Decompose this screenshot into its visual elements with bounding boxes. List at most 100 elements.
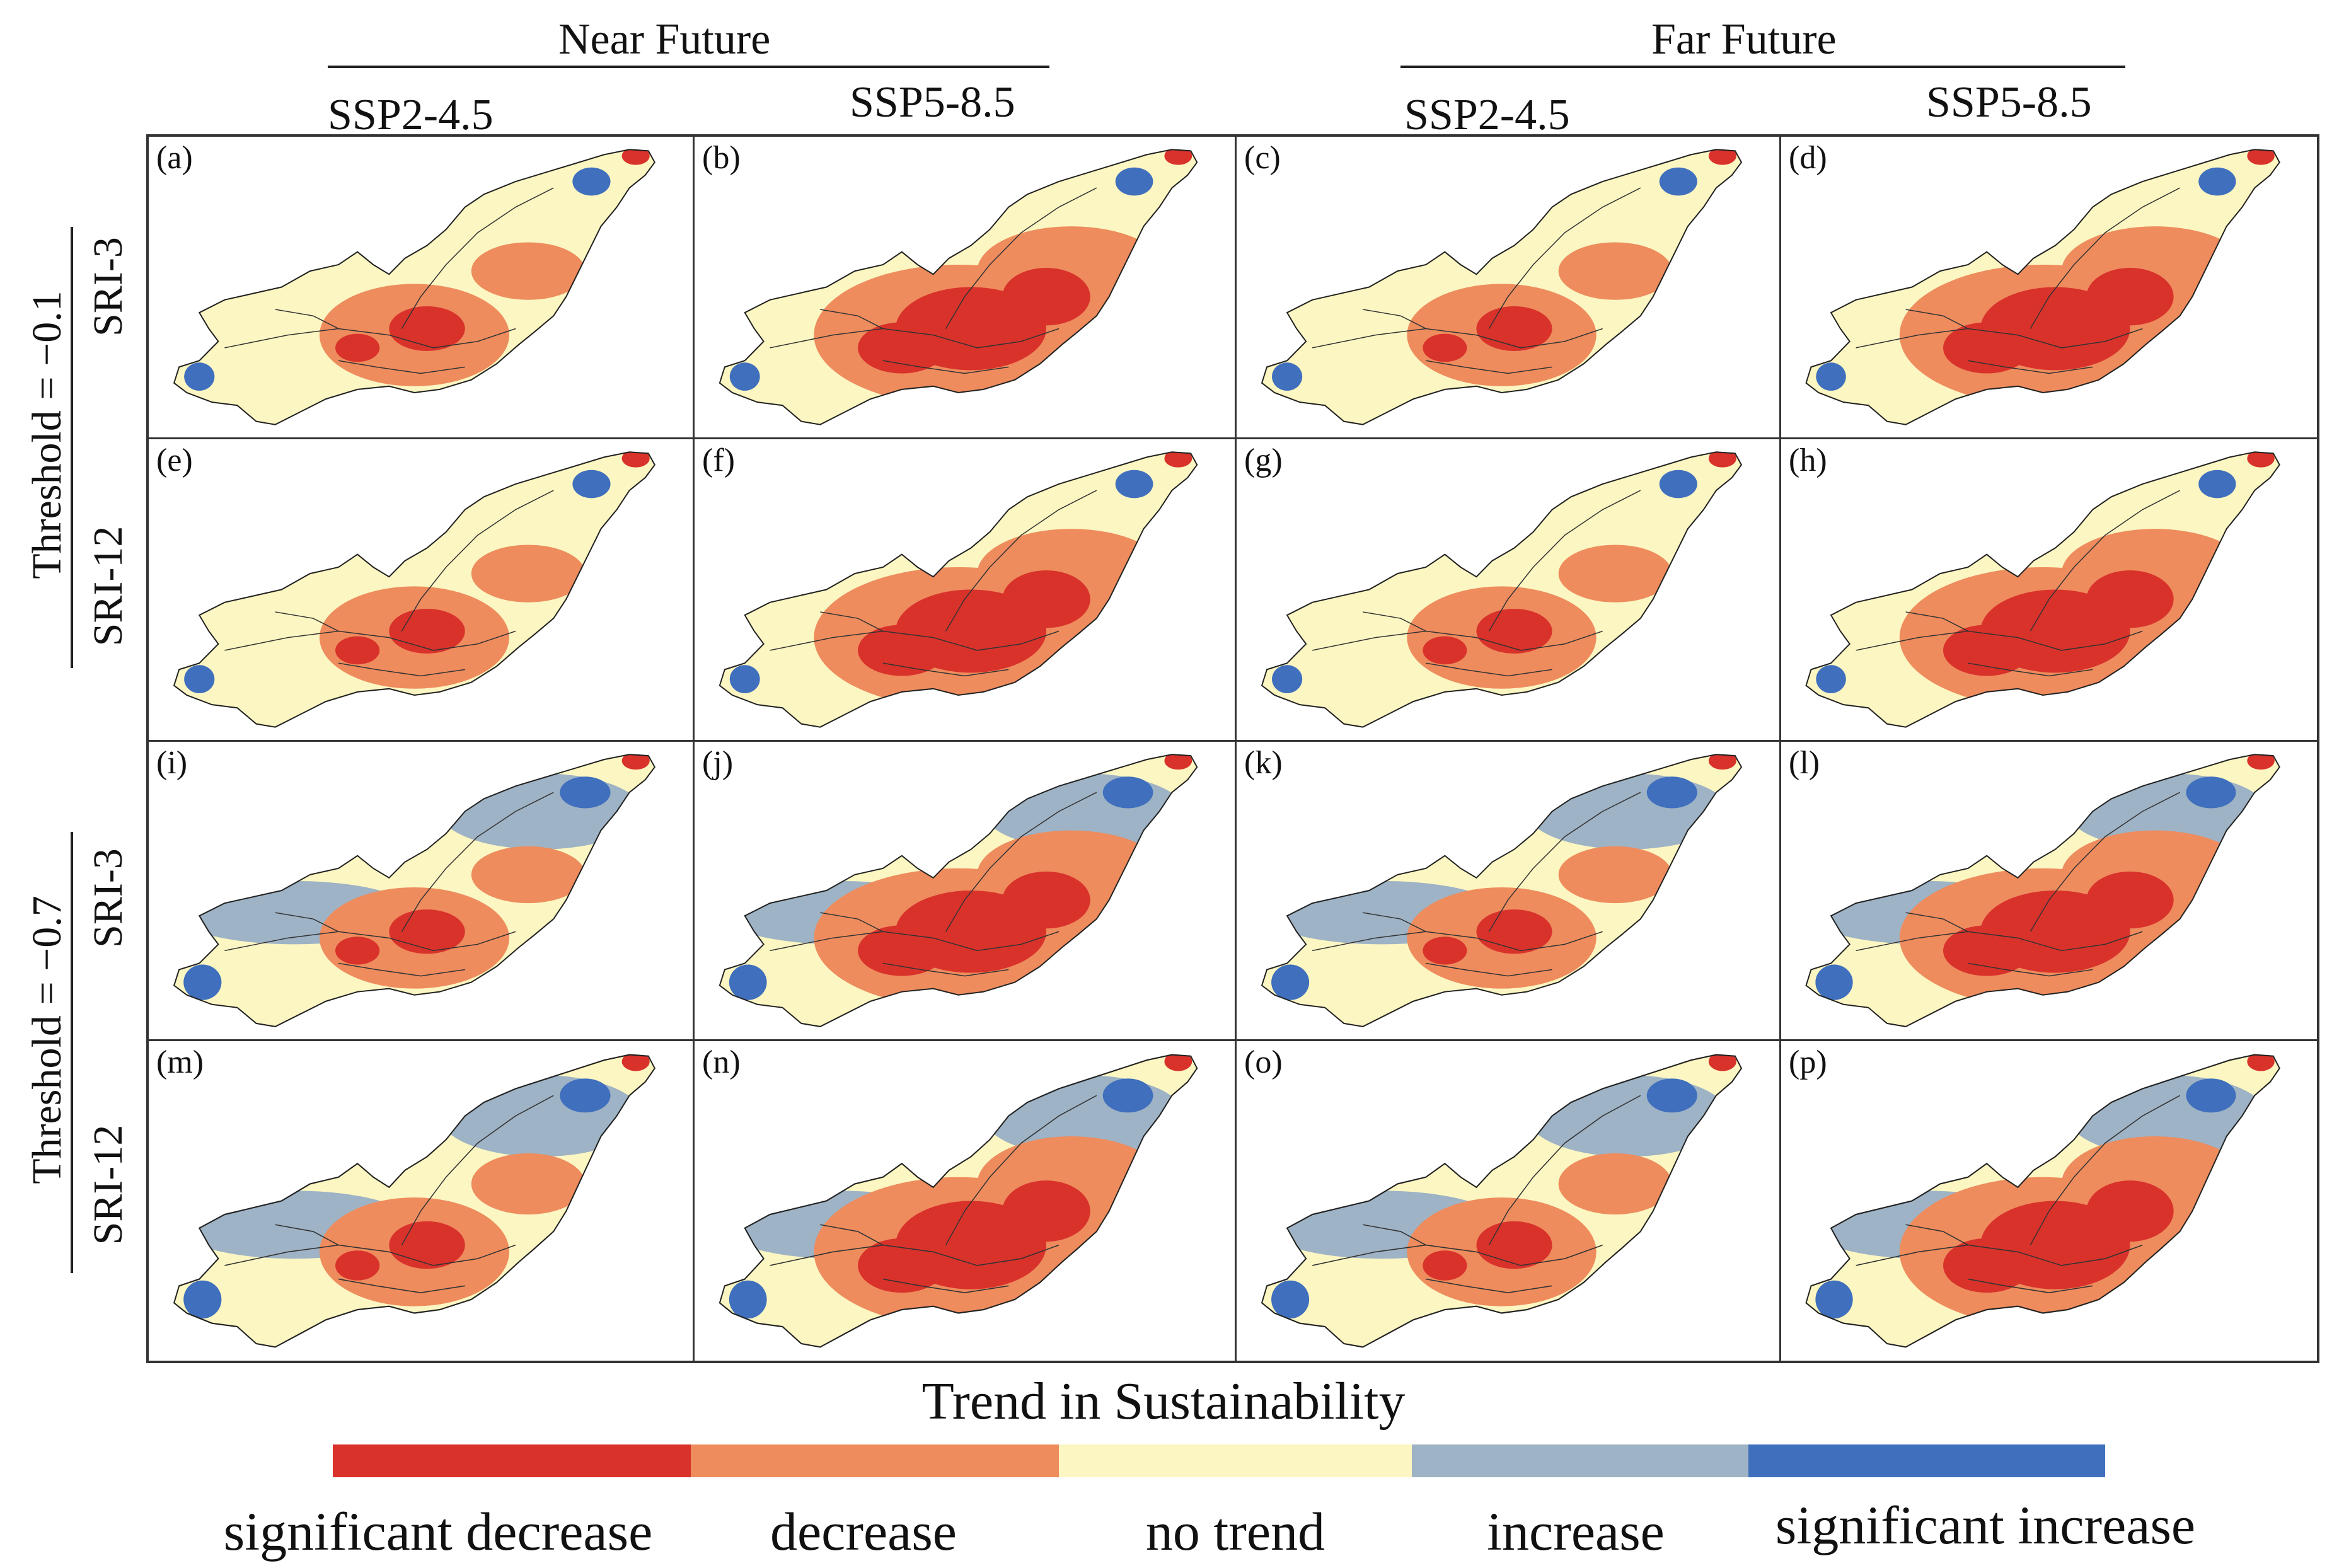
panel-label: (g): [1244, 442, 1283, 478]
trend-region-significant-decrease: [1423, 636, 1467, 665]
sub-basin-boundary: [1312, 630, 1603, 651]
basin-outline: [173, 451, 655, 728]
basin-outline: [1805, 451, 2280, 728]
map-panel-k: (k): [1237, 742, 1781, 1041]
trend-region-significant-decrease: [1476, 909, 1552, 954]
sub-basin-boundary: [945, 490, 1097, 631]
sub-basin-boundary: [1363, 611, 1426, 632]
row-sri12-top-label: SRI-12: [85, 526, 131, 647]
basin-map: [719, 451, 1198, 728]
panel-label: (a): [156, 140, 193, 176]
trend-region-increase: [1527, 1075, 1729, 1157]
basin-map: [173, 1054, 655, 1348]
trend-region-significant-decrease: [2247, 754, 2275, 770]
trend-region-significant-increase: [1271, 1280, 1310, 1319]
trend-region-significant-decrease: [1476, 608, 1552, 654]
trend-region-significant-decrease: [1002, 570, 1090, 628]
trend-region-significant-increase: [729, 1280, 767, 1319]
trend-region-significant-increase: [184, 362, 215, 391]
map-panel-grid: (a) (b) (c) (d) (e) (f) (g) (h) (i) (j) (k) (l) (m) (…: [146, 134, 2319, 1363]
map-panel-l: (l): [1781, 742, 2317, 1041]
sub-basin-boundary: [275, 611, 339, 632]
trend-region-significant-decrease: [1476, 1221, 1552, 1269]
trend-region-significant-decrease: [2247, 1054, 2275, 1071]
trend-region-significant-increase: [1816, 665, 1846, 693]
legend-title: Trend in Sustainability: [921, 1372, 1406, 1431]
map-panel-i: (i): [149, 742, 695, 1041]
sub-basin-boundary: [1968, 1278, 2093, 1293]
trend-region-significant-increase: [560, 1078, 611, 1113]
trend-region-significant-decrease: [1002, 1180, 1090, 1242]
trend-region-significant-decrease: [1708, 149, 1736, 165]
legend-label-significant-decrease: significant decrease: [223, 1501, 653, 1562]
sub-basin-boundary: [945, 792, 1097, 932]
trend-region-significant-decrease: [1164, 754, 1192, 770]
sub-basin-boundary: [1905, 611, 1968, 632]
sub-basin-boundary: [1426, 962, 1552, 977]
basin-outline: [719, 754, 1198, 1027]
sub-basin-boundary: [882, 360, 1009, 374]
row-sri12-bottom-label: SRI-12: [85, 1124, 131, 1245]
threshold-top-rule: [71, 227, 73, 668]
sub-basin-boundary: [1488, 1095, 1641, 1246]
trend-region-significant-decrease: [335, 937, 380, 965]
trend-region-significant-decrease: [621, 452, 650, 468]
sub-basin-boundary: [338, 360, 465, 374]
sub-basin-boundary: [2030, 1095, 2180, 1246]
sub-basin-boundary: [275, 309, 339, 330]
basin-map: [719, 1054, 1198, 1348]
trend-region-significant-decrease: [389, 608, 465, 654]
sub-basin-boundary: [275, 1224, 339, 1246]
trend-region-significant-increase: [572, 167, 611, 196]
basin-map: [1261, 754, 1743, 1027]
panel-label: (n): [702, 1044, 741, 1080]
trend-region-significant-decrease: [1476, 306, 1552, 351]
trend-region-significant-decrease: [1943, 625, 2031, 676]
sub-basin-boundary: [1968, 962, 2093, 977]
sub-basin-boundary: [2030, 792, 2180, 932]
trend-region-significant-decrease: [858, 1238, 946, 1293]
basin-map: [1261, 451, 1743, 728]
legend-swatch-decrease: [691, 1444, 1059, 1477]
sub-basin-boundary: [1856, 630, 2143, 651]
basin-map: [1805, 451, 2280, 728]
far-future-rule: [1400, 66, 2125, 68]
sub-basin-boundary: [1426, 360, 1552, 374]
trend-region-significant-increase: [1271, 964, 1310, 1000]
trend-region-significant-decrease: [2086, 268, 2174, 326]
trend-region-significant-increase: [1659, 470, 1697, 499]
sub-basin-boundary: [1905, 1224, 1968, 1246]
sub-basin-boundary: [1363, 912, 1426, 932]
sub-basin-boundary: [2030, 187, 2180, 329]
trend-region-significant-increase: [2186, 1078, 2236, 1113]
threshold-bottom-label: Threshold = −0.7: [24, 896, 70, 1184]
trend-region-decrease: [1558, 846, 1672, 904]
basin-map: [1805, 754, 2280, 1027]
sub-basin-boundary: [401, 1095, 554, 1246]
legend-label-increase: increase: [1487, 1501, 1665, 1562]
panel-label: (f): [702, 442, 735, 478]
trend-region-significant-increase: [1272, 362, 1303, 391]
basin-outline: [1261, 1054, 1743, 1348]
header-ssp585-far: SSP5-8.5: [1926, 78, 2092, 127]
map-panel-a: (a): [149, 137, 695, 439]
sub-basin-boundary: [770, 1244, 1060, 1266]
trend-region-significant-decrease: [389, 909, 465, 954]
trend-region-significant-decrease: [2247, 452, 2275, 468]
header-far-future: Far Future: [1651, 15, 1837, 64]
header-ssp245-far: SSP2-4.5: [1404, 91, 1570, 139]
sub-basin-boundary: [338, 1278, 465, 1293]
trend-region-significant-increase: [1816, 362, 1846, 391]
header-near-future: Near Future: [558, 15, 771, 64]
panel-label: (d): [1789, 140, 1827, 176]
trend-region-decrease: [1558, 545, 1672, 602]
basin-outline: [1261, 754, 1743, 1027]
sub-basin-boundary: [401, 490, 554, 631]
panel-label: (i): [156, 745, 188, 781]
map-panel-p: (p): [1781, 1041, 2317, 1361]
threshold-bottom-rule: [71, 832, 73, 1273]
sub-basin-boundary: [224, 328, 516, 349]
sub-basin-boundary: [2030, 490, 2180, 631]
sub-basin-boundary: [770, 931, 1060, 952]
basin-outline: [173, 149, 655, 425]
